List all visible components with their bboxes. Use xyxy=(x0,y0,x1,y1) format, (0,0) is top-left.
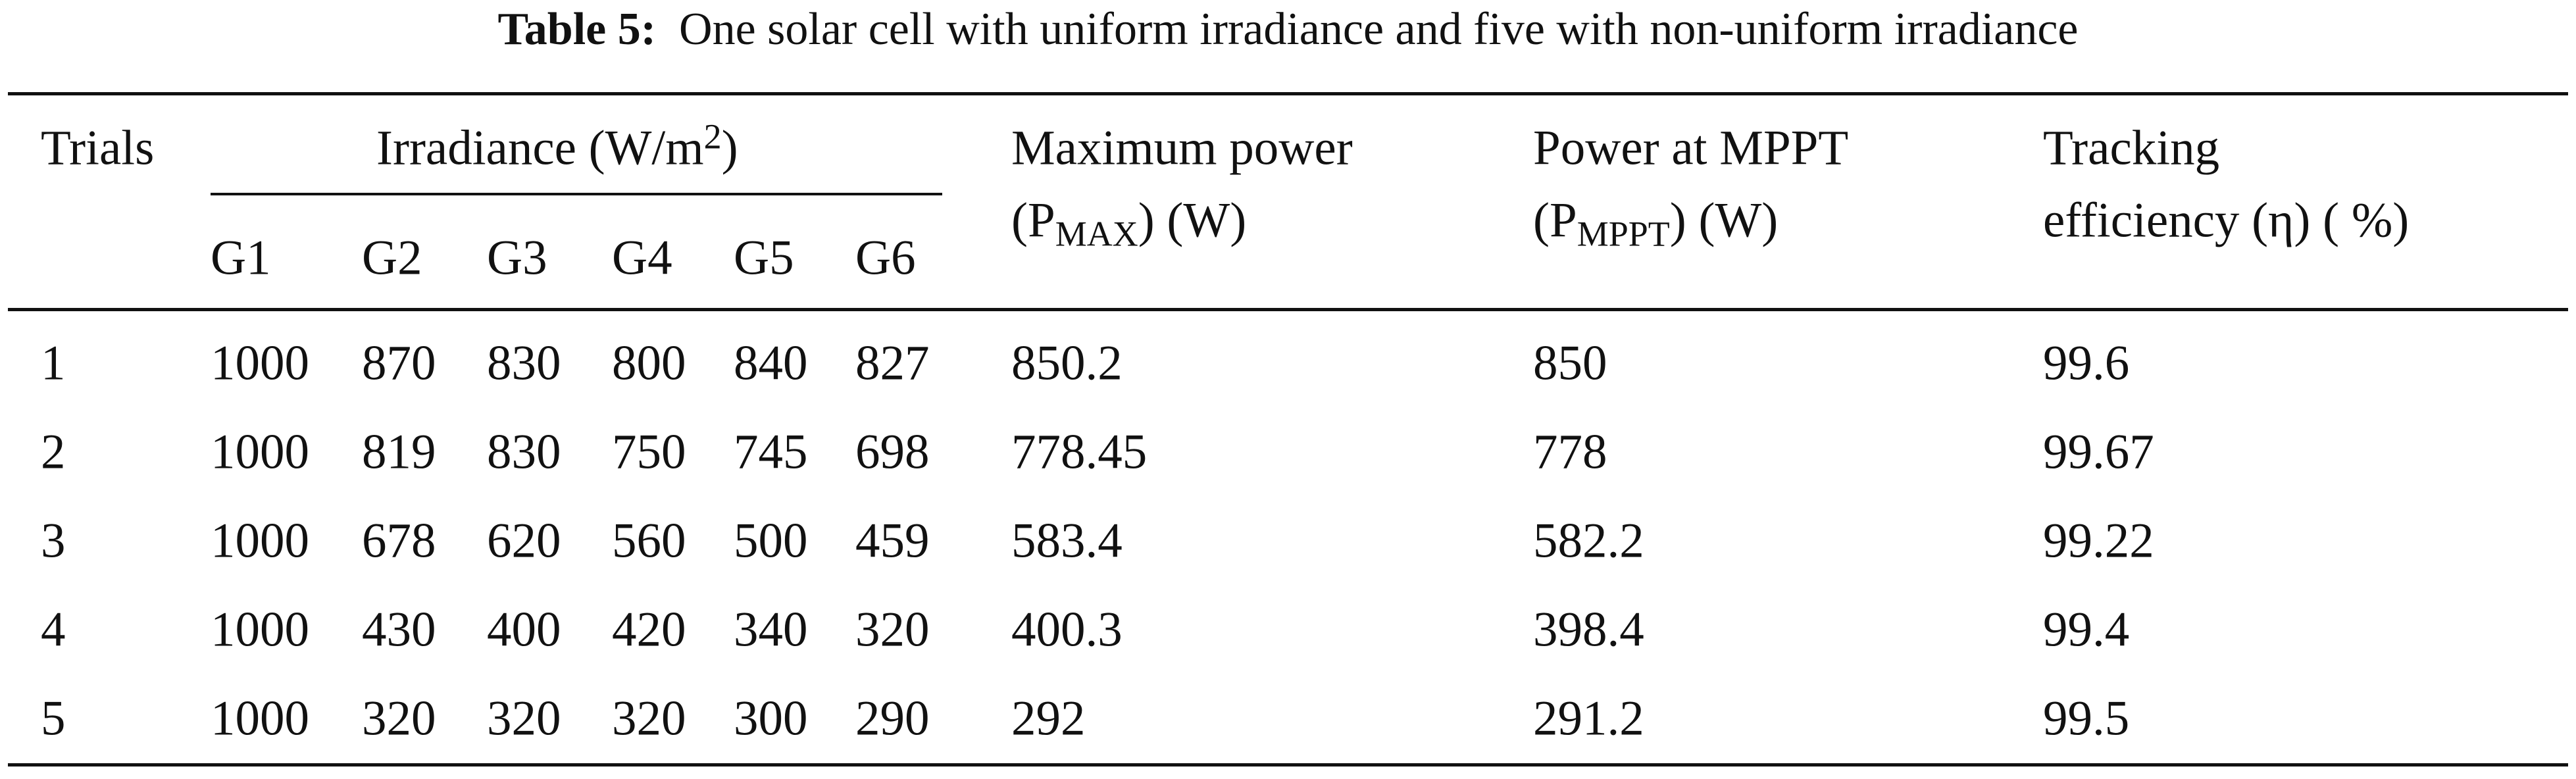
table-cell: 430 xyxy=(362,602,436,657)
header-text: Irradiance (W/m xyxy=(376,120,704,176)
table-cell: 291.2 xyxy=(1533,691,1644,746)
bottom-rule xyxy=(8,763,2568,766)
table-cell: 1000 xyxy=(211,691,309,746)
table-cell: 400 xyxy=(487,602,561,657)
table-cell: 583.4 xyxy=(1011,513,1123,568)
table-cell: 800 xyxy=(612,336,686,391)
caption-label: Table 5: xyxy=(497,4,657,55)
table-cell: 5 xyxy=(41,691,66,746)
header-text: ) xyxy=(721,120,738,176)
sub-header-cell: G4 xyxy=(612,230,672,286)
sub-header-cell: G6 xyxy=(855,230,916,286)
table-cell: 870 xyxy=(362,336,436,391)
caption-text: One solar cell with uniform irradiance a… xyxy=(679,4,2079,55)
table-cell: 2 xyxy=(41,424,66,480)
table-cell: 819 xyxy=(362,424,436,480)
table-cell: 3 xyxy=(41,513,66,568)
table-cell: 290 xyxy=(855,691,930,746)
table-cell: 840 xyxy=(734,336,808,391)
table-cell: 292 xyxy=(1011,691,1086,746)
table-cell: 1 xyxy=(41,336,66,391)
table-cell: 750 xyxy=(612,424,686,480)
table-cell: 830 xyxy=(487,336,561,391)
table-cell: 1000 xyxy=(211,513,309,568)
table-cell: 778 xyxy=(1533,424,1607,480)
table-cell: 99.5 xyxy=(2043,691,2130,746)
table-cell: 698 xyxy=(855,424,930,480)
table-cell: 850.2 xyxy=(1011,336,1123,391)
header-cell: Tracking xyxy=(2043,120,2220,176)
table-cell: 99.22 xyxy=(2043,513,2154,568)
table-cell: 320 xyxy=(362,691,436,746)
header-cell: (PMPPT) (W) xyxy=(1533,193,1779,252)
subscript: MAX xyxy=(1055,214,1138,253)
table-cell: 300 xyxy=(734,691,808,746)
header-text: ) (W) xyxy=(1138,193,1247,248)
superscript: 2 xyxy=(703,116,722,157)
header-cell: Maximum power xyxy=(1011,120,1353,176)
header-text: ) (W) xyxy=(1669,193,1779,248)
header-text: (P xyxy=(1011,193,1055,248)
table-cell: 500 xyxy=(734,513,808,568)
table-cell: 320 xyxy=(855,602,930,657)
table-cell: 99.67 xyxy=(2043,424,2154,480)
sub-header-cell: G3 xyxy=(487,230,547,286)
sub-header-cell: G1 xyxy=(211,230,271,286)
mid-rule xyxy=(8,308,2568,311)
table-cell: 678 xyxy=(362,513,436,568)
table-cell: 340 xyxy=(734,602,808,657)
table-cell: 745 xyxy=(734,424,808,480)
table-cell: 582.2 xyxy=(1533,513,1644,568)
table-cell: 99.4 xyxy=(2043,602,2130,657)
subscript: MPPT xyxy=(1577,214,1670,253)
sub-header-cell: G2 xyxy=(362,230,422,286)
header-cell: Irradiance (W/m2) xyxy=(376,118,738,176)
table-cell: 827 xyxy=(855,336,930,391)
table-cell: 560 xyxy=(612,513,686,568)
header-cell: (PMAX) (W) xyxy=(1011,193,1247,252)
sub-header-cell: G5 xyxy=(734,230,794,286)
table-cell: 1000 xyxy=(211,602,309,657)
table-cell: 400.3 xyxy=(1011,602,1123,657)
header-cell: efficiency (η) ( %) xyxy=(2043,193,2410,248)
table-cell: 778.45 xyxy=(1011,424,1148,480)
group-rule xyxy=(211,193,942,195)
table-cell: 850 xyxy=(1533,336,1607,391)
top-rule xyxy=(8,92,2568,95)
table-cell: 320 xyxy=(487,691,561,746)
table-cell: 1000 xyxy=(211,424,309,480)
table-cell: 4 xyxy=(41,602,66,657)
table-cell: 320 xyxy=(612,691,686,746)
header-cell: Power at MPPT xyxy=(1533,120,1849,176)
header-cell: Trials xyxy=(41,120,155,176)
table-cell: 420 xyxy=(612,602,686,657)
table-cell: 398.4 xyxy=(1533,602,1644,657)
table-cell: 99.6 xyxy=(2043,336,2130,391)
table-caption: Table 5: One solar cell with uniform irr… xyxy=(0,7,2576,53)
table-cell: 620 xyxy=(487,513,561,568)
table-cell: 459 xyxy=(855,513,930,568)
header-text: (P xyxy=(1533,193,1577,248)
table-cell: 830 xyxy=(487,424,561,480)
table-cell: 1000 xyxy=(211,336,309,391)
